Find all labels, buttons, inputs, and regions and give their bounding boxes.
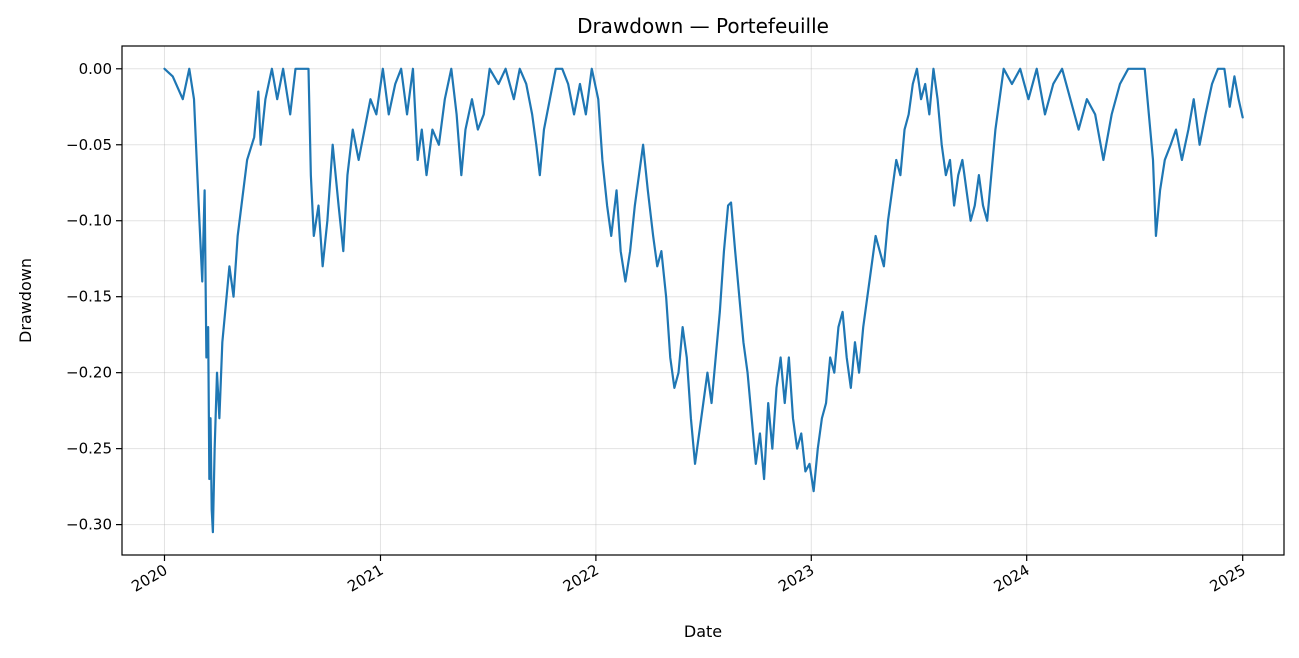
y-tick-label: −0.30 <box>66 516 112 534</box>
grid <box>122 46 1284 555</box>
y-axis: 0.00 −0.05 −0.10 −0.15 −0.20 −0.25 −0.30 <box>66 60 122 534</box>
x-tick-label: 2025 <box>1207 561 1249 596</box>
series-layer <box>163 67 1244 534</box>
x-tick-label: 2022 <box>560 561 602 596</box>
y-tick-label: −0.25 <box>66 440 112 458</box>
y-tick-label: −0.05 <box>66 136 112 154</box>
chart-title: Drawdown — Portefeuille <box>577 14 829 38</box>
y-tick-label: −0.20 <box>66 364 112 382</box>
y-tick-label: −0.15 <box>66 288 112 306</box>
x-tick-label: 2024 <box>991 561 1033 596</box>
y-tick-label: 0.00 <box>79 60 112 78</box>
x-axis-label: Date <box>684 622 722 641</box>
plot-frame <box>121 45 1285 556</box>
x-tick-label: 2020 <box>128 561 170 596</box>
y-tick-label: −0.10 <box>66 212 112 230</box>
x-tick-label: 2021 <box>344 561 386 596</box>
x-axis: 2020 2021 2022 2023 2024 2025 <box>128 555 1249 596</box>
drawdown-line <box>163 67 1244 534</box>
y-axis-label: Drawdown <box>16 258 35 343</box>
x-tick-label: 2023 <box>775 561 817 596</box>
